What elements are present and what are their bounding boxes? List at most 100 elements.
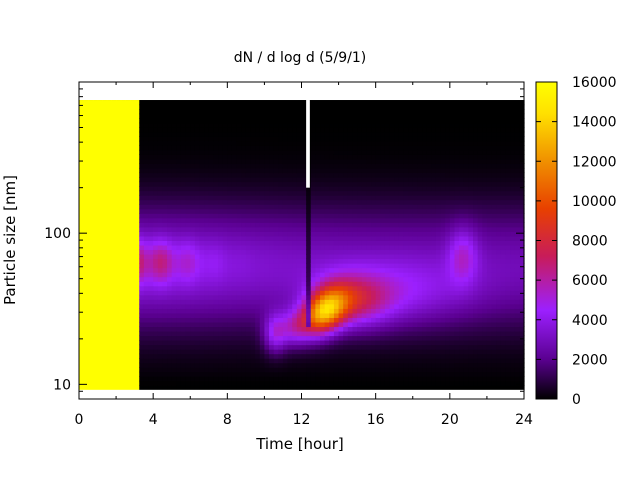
heatmap-cell (371, 330, 377, 337)
heatmap-cell (264, 272, 270, 278)
heatmap-cell (190, 154, 196, 160)
heatmap-cell (440, 380, 446, 386)
heatmap-cell (153, 158, 159, 165)
heatmap-cell (347, 226, 354, 232)
heatmap-cell (208, 371, 215, 377)
heatmap-cell (296, 208, 303, 214)
heatmap-cell (167, 222, 173, 228)
heatmap-cell (171, 330, 177, 337)
heatmap-cell (204, 109, 210, 115)
heatmap-cell (269, 285, 275, 291)
heatmap-cell (384, 299, 391, 305)
heatmap-cell (417, 167, 423, 174)
heatmap-cell (426, 208, 432, 214)
heatmap-cell (310, 158, 317, 165)
heatmap-cell (129, 231, 136, 237)
heatmap-cell (245, 353, 252, 359)
heatmap-cell (102, 195, 108, 201)
heatmap-cell (375, 136, 381, 142)
heatmap-cell (208, 340, 215, 346)
heatmap-cell (245, 172, 252, 178)
heatmap-cell (194, 163, 201, 169)
heatmap-cell (236, 267, 242, 273)
heatmap-cell (426, 145, 432, 151)
heatmap-cell (264, 281, 270, 287)
heatmap-cell (157, 127, 164, 133)
heatmap-cell (199, 226, 205, 232)
heatmap-cell (435, 349, 442, 355)
heatmap-cell (310, 299, 317, 305)
heatmap-cell (343, 281, 349, 287)
heatmap-cell (287, 349, 293, 355)
heatmap-cell (403, 276, 409, 282)
heatmap-cell (320, 263, 326, 269)
heatmap-cell (250, 330, 256, 337)
heatmap-cell (329, 244, 335, 251)
heatmap-cell (301, 199, 307, 205)
heatmap-cell (162, 113, 168, 119)
heatmap-cell (315, 299, 321, 305)
heatmap-cell (106, 136, 113, 142)
heatmap-cell (88, 321, 94, 328)
heatmap-cell (241, 317, 247, 323)
heatmap-cell (278, 276, 284, 282)
heatmap-cell (92, 330, 99, 337)
heatmap-cell (116, 217, 122, 223)
heatmap-cell (338, 226, 344, 232)
heatmap-cell (204, 371, 210, 377)
heatmap-cell (125, 149, 131, 155)
heatmap-cell (139, 190, 145, 196)
heatmap-cell (241, 371, 247, 377)
heatmap-cell (185, 303, 191, 309)
heatmap-cell (120, 235, 126, 241)
heatmap-cell (176, 308, 182, 314)
heatmap-cell (116, 145, 122, 151)
heatmap-cell (153, 349, 159, 355)
heatmap-cell (301, 217, 307, 223)
heatmap-cell (231, 181, 238, 187)
heatmap-cell (371, 235, 377, 241)
heatmap-cell (180, 263, 187, 269)
heatmap-cell (218, 113, 224, 119)
heatmap-cell (371, 149, 377, 155)
heatmap-cell (194, 380, 201, 386)
heatmap-cell (273, 344, 279, 350)
heatmap-cell (269, 290, 275, 296)
heatmap-cell (102, 204, 108, 210)
heatmap-cell (324, 213, 330, 219)
heatmap-cell (194, 362, 201, 368)
heatmap-cell (255, 190, 261, 196)
heatmap-cell (213, 163, 219, 169)
heatmap-cell (301, 326, 307, 332)
heatmap-cell (231, 118, 238, 124)
heatmap-cell (143, 149, 150, 155)
heatmap-cell (371, 145, 377, 151)
heatmap-cell (306, 253, 312, 260)
heatmap-cell (171, 113, 177, 119)
heatmap-cell (292, 163, 298, 169)
heatmap-cell (347, 104, 354, 110)
heatmap-cell (102, 199, 108, 205)
heatmap-cell (180, 181, 187, 187)
heatmap-cell (320, 321, 326, 328)
heatmap-cell (171, 340, 177, 346)
heatmap-cell (102, 145, 108, 151)
heatmap-cell (222, 235, 228, 241)
heatmap-cell (296, 335, 303, 341)
heatmap-cell (199, 294, 205, 300)
heatmap-cell (255, 204, 261, 210)
heatmap-cell (394, 371, 400, 377)
heatmap-cell (79, 145, 85, 151)
heatmap-cell (185, 330, 191, 337)
heatmap-cell (310, 321, 317, 328)
heatmap-cell (255, 281, 261, 287)
heatmap-cell (125, 349, 131, 355)
heatmap-cell (324, 208, 330, 214)
heatmap-cell (199, 177, 205, 183)
heatmap-cell (129, 190, 136, 196)
heatmap-cell (264, 235, 270, 241)
heatmap-cell (245, 140, 252, 146)
heatmap-cell (129, 204, 136, 210)
heatmap-cell (389, 244, 395, 251)
heatmap-cell (320, 308, 326, 314)
